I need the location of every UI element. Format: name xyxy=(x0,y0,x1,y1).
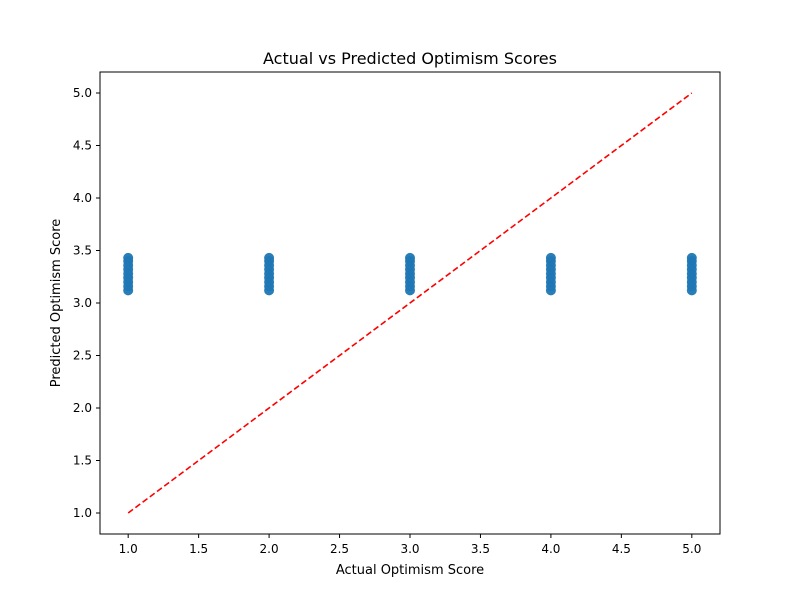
x-tick-label: 3.0 xyxy=(400,542,419,556)
reference-line xyxy=(127,92,693,514)
x-tick-label: 4.5 xyxy=(612,542,631,556)
y-tick-label: 2.5 xyxy=(73,349,92,363)
y-tick-label: 3.5 xyxy=(73,244,92,258)
y-axis-label: Predicted Optimism Score xyxy=(49,219,64,388)
x-tick-label: 1.5 xyxy=(189,542,208,556)
reference-line-layer xyxy=(127,92,693,514)
y-tick-label: 5.0 xyxy=(73,86,92,100)
y-tick-label: 4.0 xyxy=(73,191,92,205)
chart-title: Actual vs Predicted Optimism Scores xyxy=(263,49,557,68)
data-point xyxy=(405,252,415,263)
x-tick-label: 4.0 xyxy=(541,542,560,556)
y-tick-label: 1.0 xyxy=(73,506,92,520)
data-point xyxy=(545,252,556,263)
x-axis-label: Actual Optimism Score xyxy=(336,563,484,578)
x-tick-label: 5.0 xyxy=(682,542,701,556)
x-tick-label: 3.5 xyxy=(471,542,490,556)
y-tick-label: 3.0 xyxy=(73,296,92,310)
x-tick-label: 1.0 xyxy=(119,542,138,556)
data-point xyxy=(264,252,275,263)
data-points xyxy=(123,252,697,296)
y-tick-label: 4.5 xyxy=(73,139,92,153)
x-tick-label: 2.0 xyxy=(260,542,279,556)
data-point xyxy=(686,252,697,263)
data-point xyxy=(123,252,134,263)
y-tick-label: 1.5 xyxy=(73,454,92,468)
x-tick-label: 2.5 xyxy=(330,542,349,556)
y-tick-label: 2.0 xyxy=(73,401,92,415)
axis-ticks: 1.0 1.5 2.0 2.5 3.0 3.5 4.0 4.5 5.0 1.0 1.5 2.0 2.5 3… xyxy=(73,71,721,556)
